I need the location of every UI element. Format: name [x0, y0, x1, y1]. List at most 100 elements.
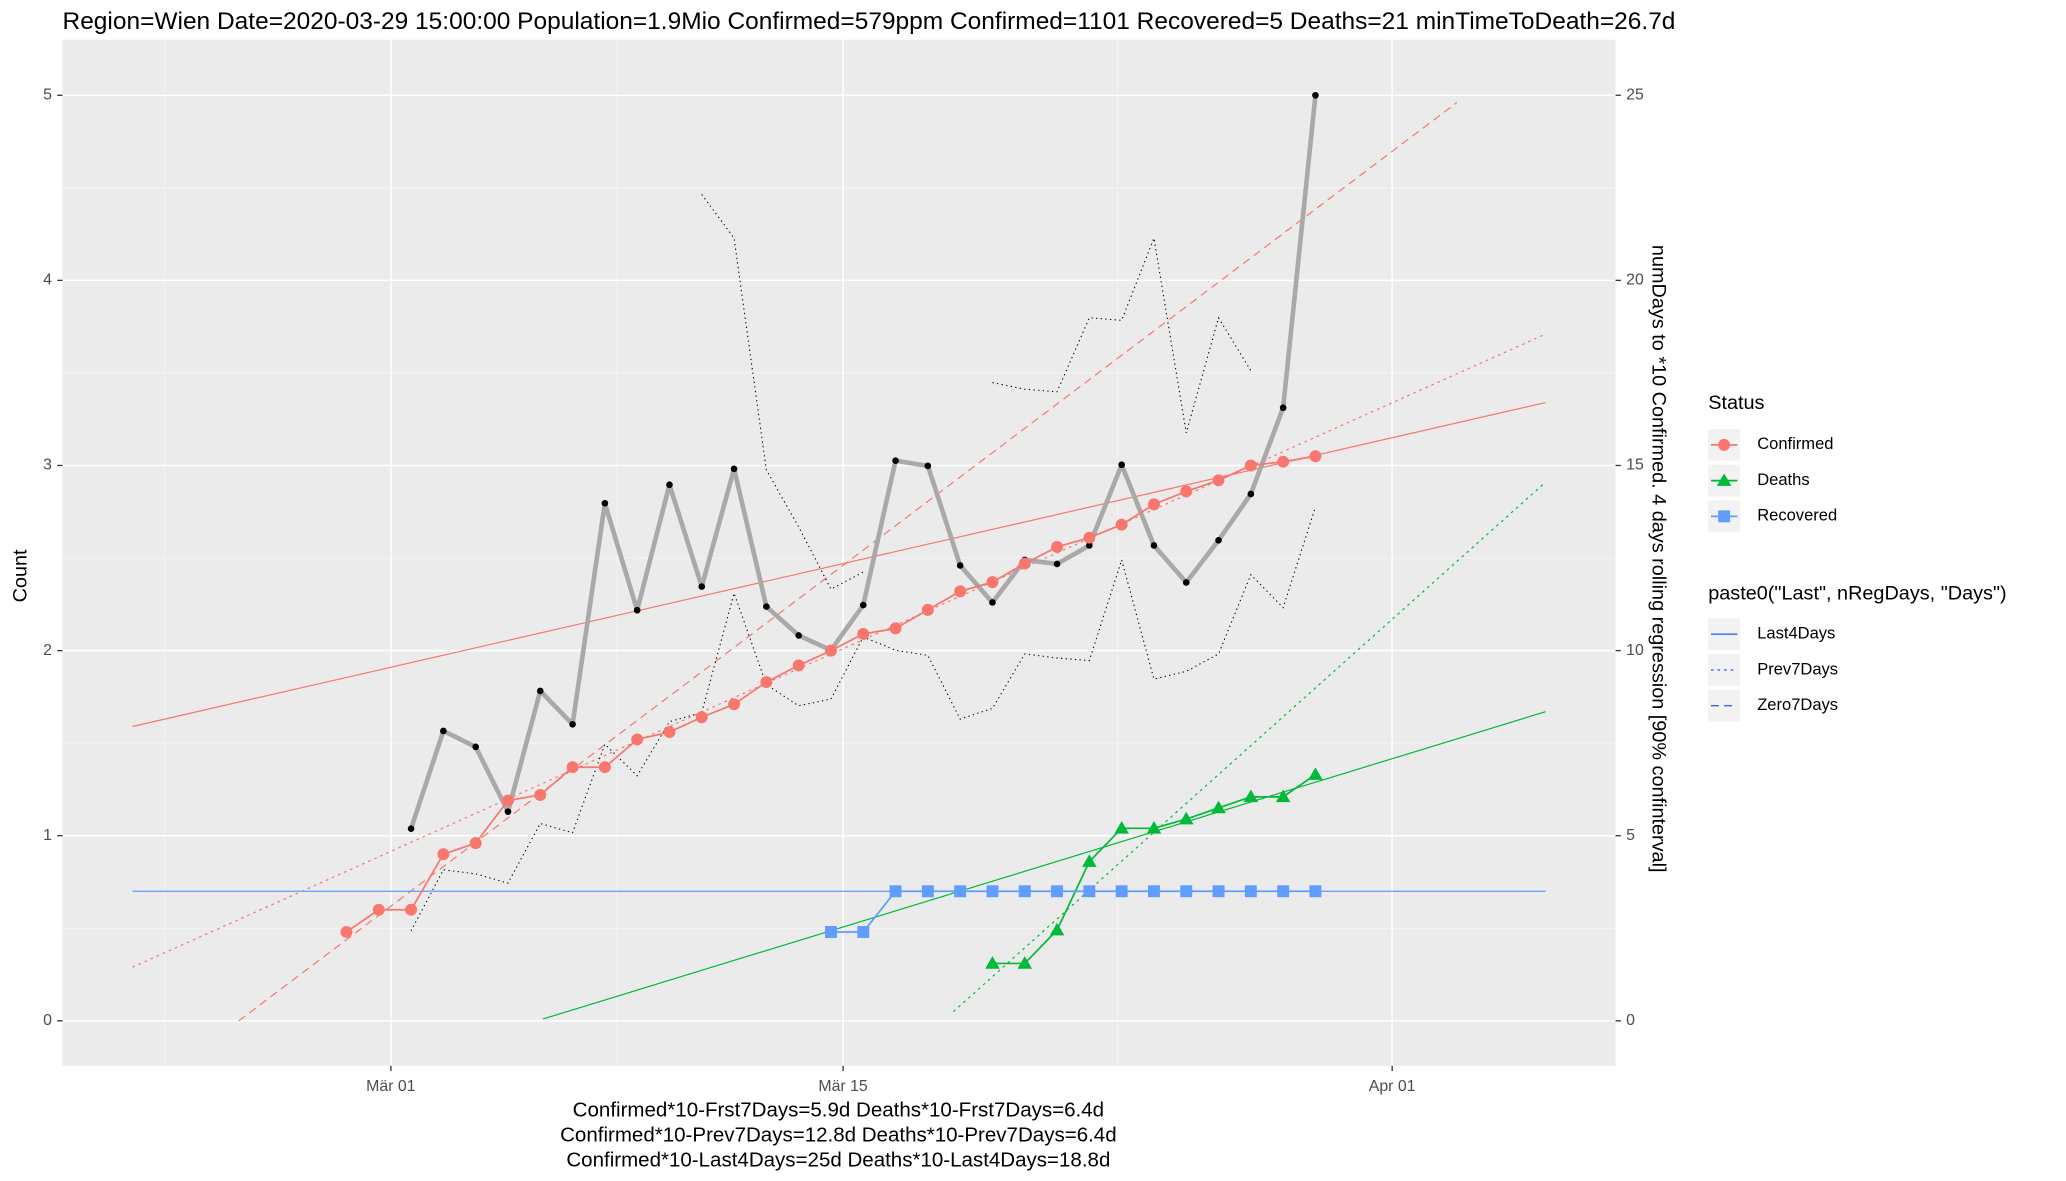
- num-days-point: [698, 583, 706, 590]
- num-days-point: [730, 465, 738, 473]
- y-tick-label: 0: [43, 1012, 52, 1029]
- y-tick-label: 5: [43, 86, 52, 103]
- point: [1309, 450, 1322, 463]
- y2-tick-label: 15: [1626, 457, 1644, 474]
- num-days-point: [472, 743, 479, 751]
- num-days-point: [1086, 542, 1093, 549]
- marks: [132, 91, 1546, 1022]
- num-days-point: [1279, 404, 1287, 412]
- point: [566, 761, 579, 774]
- legend-label: Deaths: [1757, 470, 1809, 489]
- point: [340, 926, 353, 938]
- point: [1051, 885, 1064, 898]
- point: [372, 903, 385, 916]
- point: [1277, 455, 1290, 468]
- num-days-point: [536, 687, 544, 695]
- point: [1244, 459, 1257, 472]
- num-days-point: [859, 601, 867, 609]
- point: [1147, 885, 1160, 898]
- point: [1180, 485, 1193, 498]
- num-days-point: [1150, 542, 1158, 549]
- point: [1309, 885, 1322, 898]
- point: [986, 576, 999, 589]
- num-days-point: [569, 720, 576, 728]
- num-days-point: [633, 606, 641, 614]
- point: [1244, 885, 1257, 898]
- point: [695, 711, 708, 724]
- legend-marker: [1718, 438, 1731, 451]
- point: [469, 837, 482, 850]
- point: [1180, 885, 1193, 898]
- num-days-point: [795, 632, 802, 639]
- regression-line: [238, 102, 1458, 1022]
- y-tick-label: 1: [43, 827, 52, 844]
- y-tick-label: 2: [43, 642, 52, 659]
- legend-label: Prev7Days: [1757, 659, 1838, 678]
- point: [954, 885, 967, 898]
- num-days-point: [1053, 560, 1061, 568]
- point: [889, 622, 902, 635]
- point: [1049, 922, 1065, 936]
- y2-tick-label: 5: [1626, 827, 1635, 844]
- point: [631, 733, 644, 746]
- num-days-point: [407, 825, 415, 832]
- y2-tick-label: 10: [1626, 642, 1644, 659]
- point: [825, 644, 837, 657]
- y-tick-label: 3: [43, 457, 52, 474]
- plot-panel: [62, 39, 1616, 1066]
- point: [1243, 789, 1259, 803]
- legend-label: Last4Days: [1757, 624, 1835, 643]
- num-days-point: [601, 499, 609, 507]
- point: [502, 794, 514, 807]
- num-days-point: [504, 808, 512, 815]
- point: [1147, 498, 1160, 511]
- y2-axis-label: numDays to *10 Confirmed. 4 days rolling…: [1648, 245, 1670, 873]
- x-tick-label: Apr 01: [1369, 1078, 1416, 1095]
- point: [921, 603, 934, 616]
- point: [792, 659, 805, 672]
- point: [985, 956, 1000, 969]
- point: [1146, 821, 1162, 834]
- point: [1083, 531, 1096, 544]
- num-days-point: [892, 457, 899, 464]
- chart-title: Region=Wien Date=2020-03-29 15:00:00 Pop…: [63, 8, 1676, 35]
- point: [1114, 821, 1129, 834]
- legend-title: Status: [1708, 392, 1764, 414]
- point: [954, 585, 967, 598]
- point: [857, 627, 870, 640]
- y-tick-label: 4: [43, 272, 52, 289]
- point: [1211, 800, 1226, 814]
- point: [1018, 885, 1031, 898]
- num-days-point: [440, 727, 447, 735]
- point: [1308, 767, 1323, 780]
- point: [1083, 885, 1096, 898]
- point: [986, 885, 999, 898]
- annotation: Confirmed*10-Frst7Days=5.9d Deaths*10-Fr…: [573, 1098, 1104, 1121]
- num-days-point: [1182, 579, 1190, 586]
- point: [728, 698, 741, 711]
- num-days-point: [1215, 536, 1222, 544]
- legend-label: Recovered: [1757, 506, 1837, 525]
- annotation: Confirmed*10-Prev7Days=12.8d Deaths*10-P…: [560, 1123, 1117, 1146]
- point: [1051, 540, 1064, 553]
- legend-title: paste0("Last", nRegDays, "Days"): [1708, 583, 2006, 605]
- point: [1018, 557, 1031, 570]
- point: [889, 885, 902, 898]
- y2-tick-label: 20: [1626, 272, 1644, 289]
- point: [1115, 518, 1128, 531]
- num-days-point: [956, 562, 964, 569]
- legend: Confirmed Deaths Recovered Last4Days Prev7Da…: [1708, 428, 1838, 722]
- num-days-point: [989, 599, 996, 606]
- point: [437, 848, 450, 861]
- legend-marker: [1716, 473, 1732, 486]
- point: [1178, 811, 1194, 825]
- num-days-point: [666, 481, 673, 489]
- point: [1212, 885, 1225, 898]
- num-days-point: [763, 603, 770, 610]
- grid: 0 1 2 3 4 5 0 5 10 15 20 25 Mär 01 Mär 15 Apr 01: [43, 39, 1644, 1095]
- point: [534, 789, 547, 801]
- x-tick-label: Mär 15: [818, 1078, 868, 1095]
- y2-tick-label: 25: [1626, 86, 1644, 103]
- point: [825, 926, 837, 938]
